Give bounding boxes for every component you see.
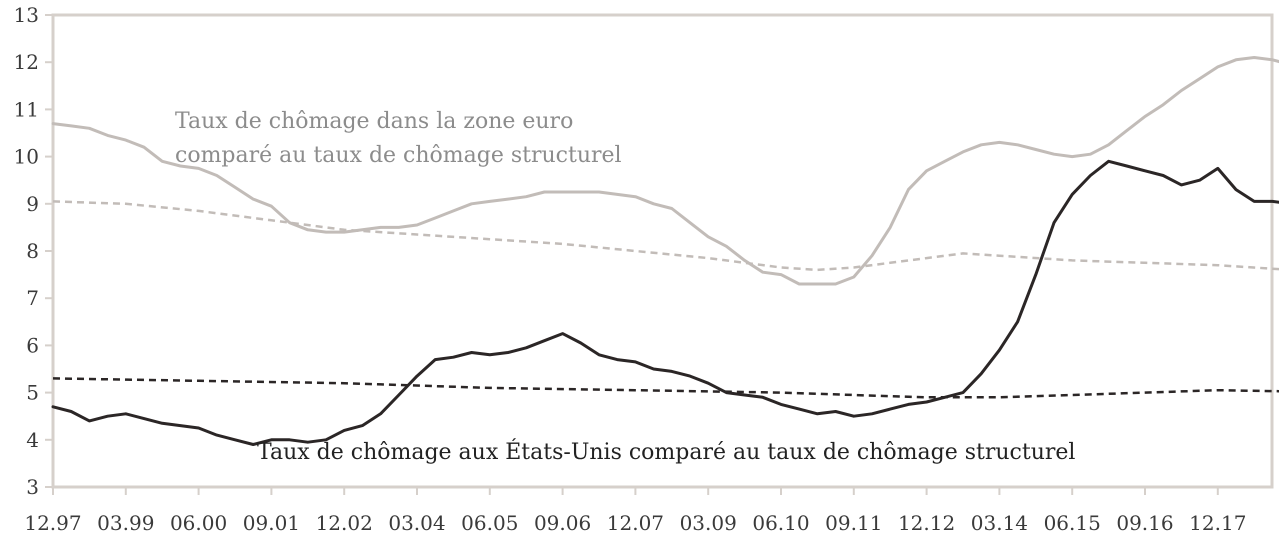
x-tick-label: 06.10 bbox=[752, 511, 809, 535]
x-axis-ticks: 12.97 03.99 06.00 09.01 12.02 03.04 06.05 09.06… bbox=[24, 487, 1246, 535]
series-line-us-rate bbox=[51, 159, 1279, 446]
x-tick-label: 09.16 bbox=[1116, 511, 1173, 535]
y-tick-label: 10 bbox=[14, 145, 39, 169]
y-tick-label: 5 bbox=[26, 381, 39, 405]
y-tick-label: 6 bbox=[26, 333, 39, 357]
x-tick-label: 03.14 bbox=[971, 511, 1028, 535]
x-tick-label: 12.17 bbox=[1189, 511, 1246, 535]
x-tick-label: 12.97 bbox=[24, 511, 81, 535]
y-tick-label: 3 bbox=[26, 475, 39, 499]
x-tick-label: 09.06 bbox=[534, 511, 591, 535]
x-tick-label: 06.15 bbox=[1044, 511, 1101, 535]
x-tick-label: 06.05 bbox=[461, 511, 518, 535]
series-line-us-structural bbox=[52, 377, 1279, 399]
annotations: Taux de chômage dans la zone euro compar… bbox=[175, 109, 1075, 465]
x-tick-label: 03.04 bbox=[388, 511, 445, 535]
x-tick-label: 12.02 bbox=[316, 511, 373, 535]
plot-border bbox=[51, 13, 1274, 489]
y-tick-label: 7 bbox=[26, 286, 39, 310]
y-tick-label: 12 bbox=[14, 50, 39, 74]
y-axis-ticks: 3 4 5 6 7 8 9 10 11 12 13 bbox=[14, 3, 53, 499]
x-tick-label: 09.01 bbox=[243, 511, 300, 535]
series-line-euro-rate bbox=[51, 56, 1279, 286]
y-tick-label: 13 bbox=[14, 3, 39, 27]
x-tick-label: 03.09 bbox=[680, 511, 737, 535]
x-tick-label: 12.07 bbox=[607, 511, 664, 535]
x-tick-label: 12.12 bbox=[898, 511, 955, 535]
x-tick-label: 06.00 bbox=[170, 511, 227, 535]
y-tick-label: 8 bbox=[26, 239, 39, 263]
series-layer bbox=[51, 56, 1279, 446]
plot-frame bbox=[51, 13, 1274, 489]
euro-annotation-line-1: Taux de chômage dans la zone euro bbox=[175, 109, 573, 134]
x-tick-label: 03.99 bbox=[97, 511, 154, 535]
series-line-euro-structural bbox=[52, 200, 1279, 272]
y-tick-label: 11 bbox=[14, 97, 39, 121]
x-tick-label: 09.11 bbox=[825, 511, 882, 535]
us-annotation: Taux de chômage aux États-Unis comparé a… bbox=[257, 438, 1075, 465]
y-tick-label: 9 bbox=[26, 192, 39, 216]
y-tick-label: 4 bbox=[26, 428, 39, 452]
euro-annotation-line-2: comparé au taux de chômage structurel bbox=[175, 143, 622, 168]
